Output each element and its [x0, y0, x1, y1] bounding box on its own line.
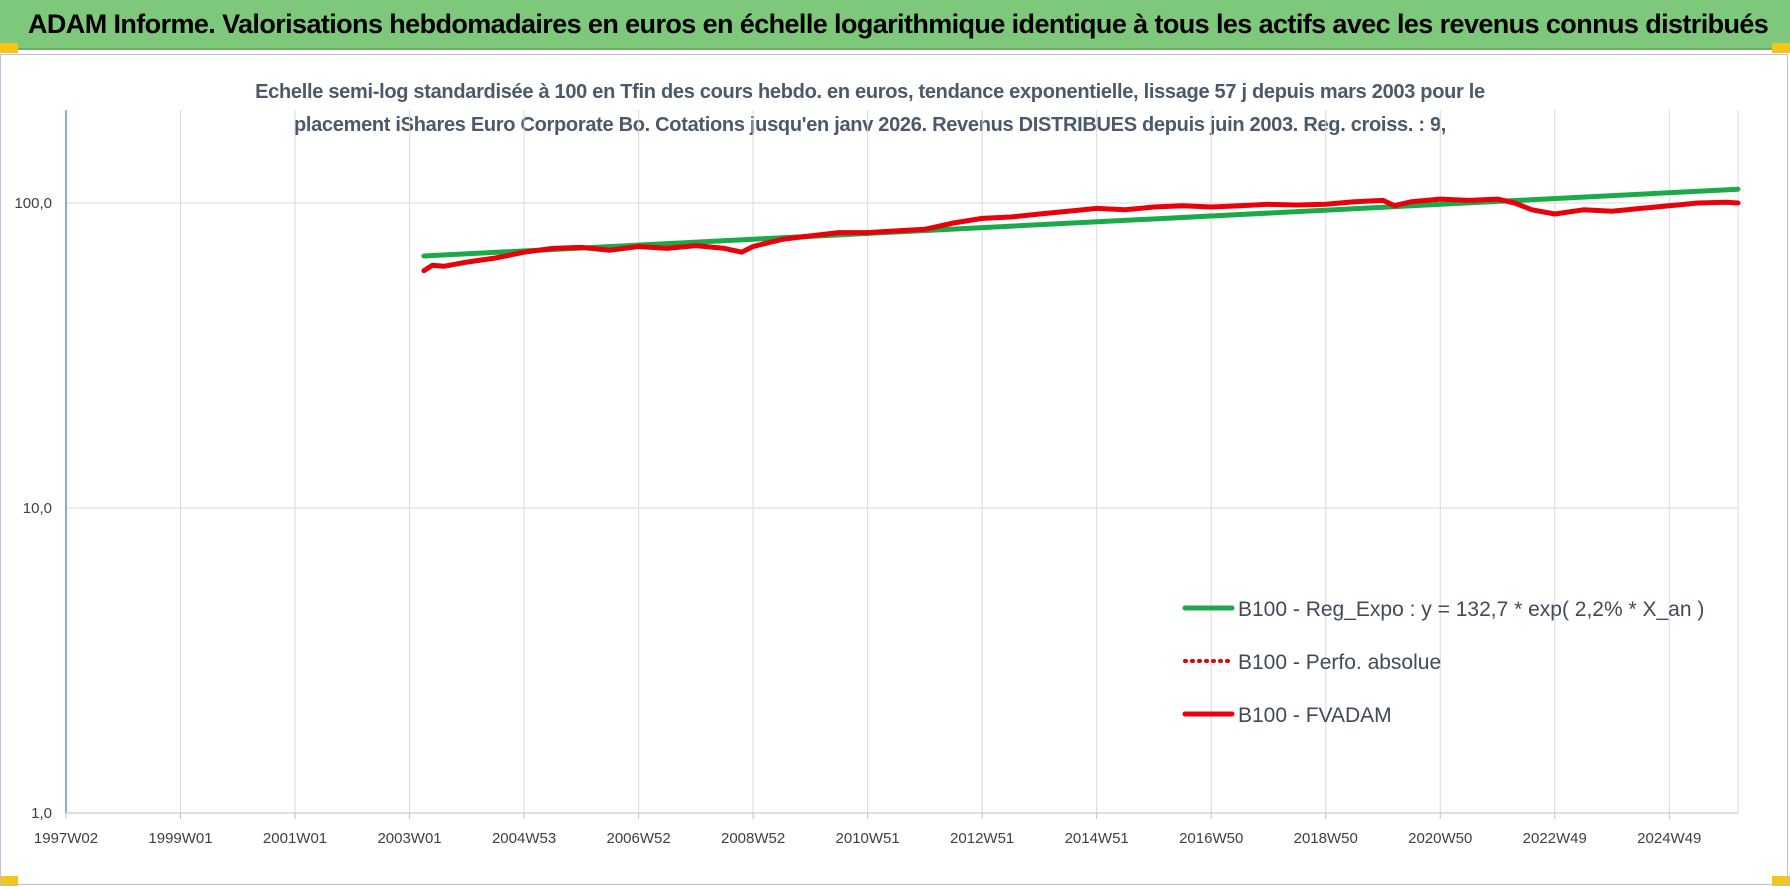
report-title: ADAM Informe. Valorisations hebdomadaire…: [28, 9, 1769, 39]
x-tick-label: 2022W49: [1523, 830, 1587, 847]
corner-marker-top-left: [0, 43, 18, 53]
legend-label: B100 - FVADAM: [1238, 704, 1392, 727]
x-tick-label: 2008W52: [721, 830, 785, 847]
x-tick-label: 2010W51: [836, 830, 900, 847]
x-tick-label: 2018W50: [1294, 830, 1358, 847]
chart-frame: [0, 54, 1788, 885]
y-tick-label: 10,0: [23, 500, 52, 517]
x-tick-label: 2003W01: [377, 830, 441, 847]
chart-title-line-1: Echelle semi-log standardisée à 100 en T…: [255, 81, 1485, 103]
x-tick-label: 2001W01: [263, 830, 327, 847]
x-tick-label: 1999W01: [148, 830, 212, 847]
y-tick-label: 1,0: [31, 805, 52, 822]
legend-label: B100 - Perfo. absolue: [1238, 651, 1441, 674]
corner-marker-bottom-left: [0, 876, 18, 886]
series-line-reg-expo: [421, 186, 1741, 259]
x-tick-label: 2014W51: [1065, 830, 1129, 847]
corner-marker-top-right: [1772, 43, 1790, 53]
legend-label: B100 - Reg_Expo : y = 132,7 * exp( 2,2% …: [1238, 598, 1704, 621]
x-tick-label: 2006W52: [606, 830, 670, 847]
x-tick-label: 2024W49: [1637, 830, 1701, 847]
chart-title-line-2: placement iShares Euro Corporate Bo. Cot…: [293, 114, 1447, 136]
series-line-fvadam: [421, 196, 1741, 274]
x-tick-label: 2016W50: [1179, 830, 1243, 847]
report-banner: ADAM Informe. Valorisations hebdomadaire…: [0, 0, 1790, 50]
corner-marker-bottom-right: [1772, 876, 1790, 886]
x-tick-label: 2004W53: [492, 830, 556, 847]
x-tick-label: 2012W51: [950, 830, 1014, 847]
y-tick-label: 100,0: [14, 195, 52, 212]
x-tick-label: 1997W02: [34, 830, 98, 847]
x-tick-label: 2020W50: [1408, 830, 1472, 847]
